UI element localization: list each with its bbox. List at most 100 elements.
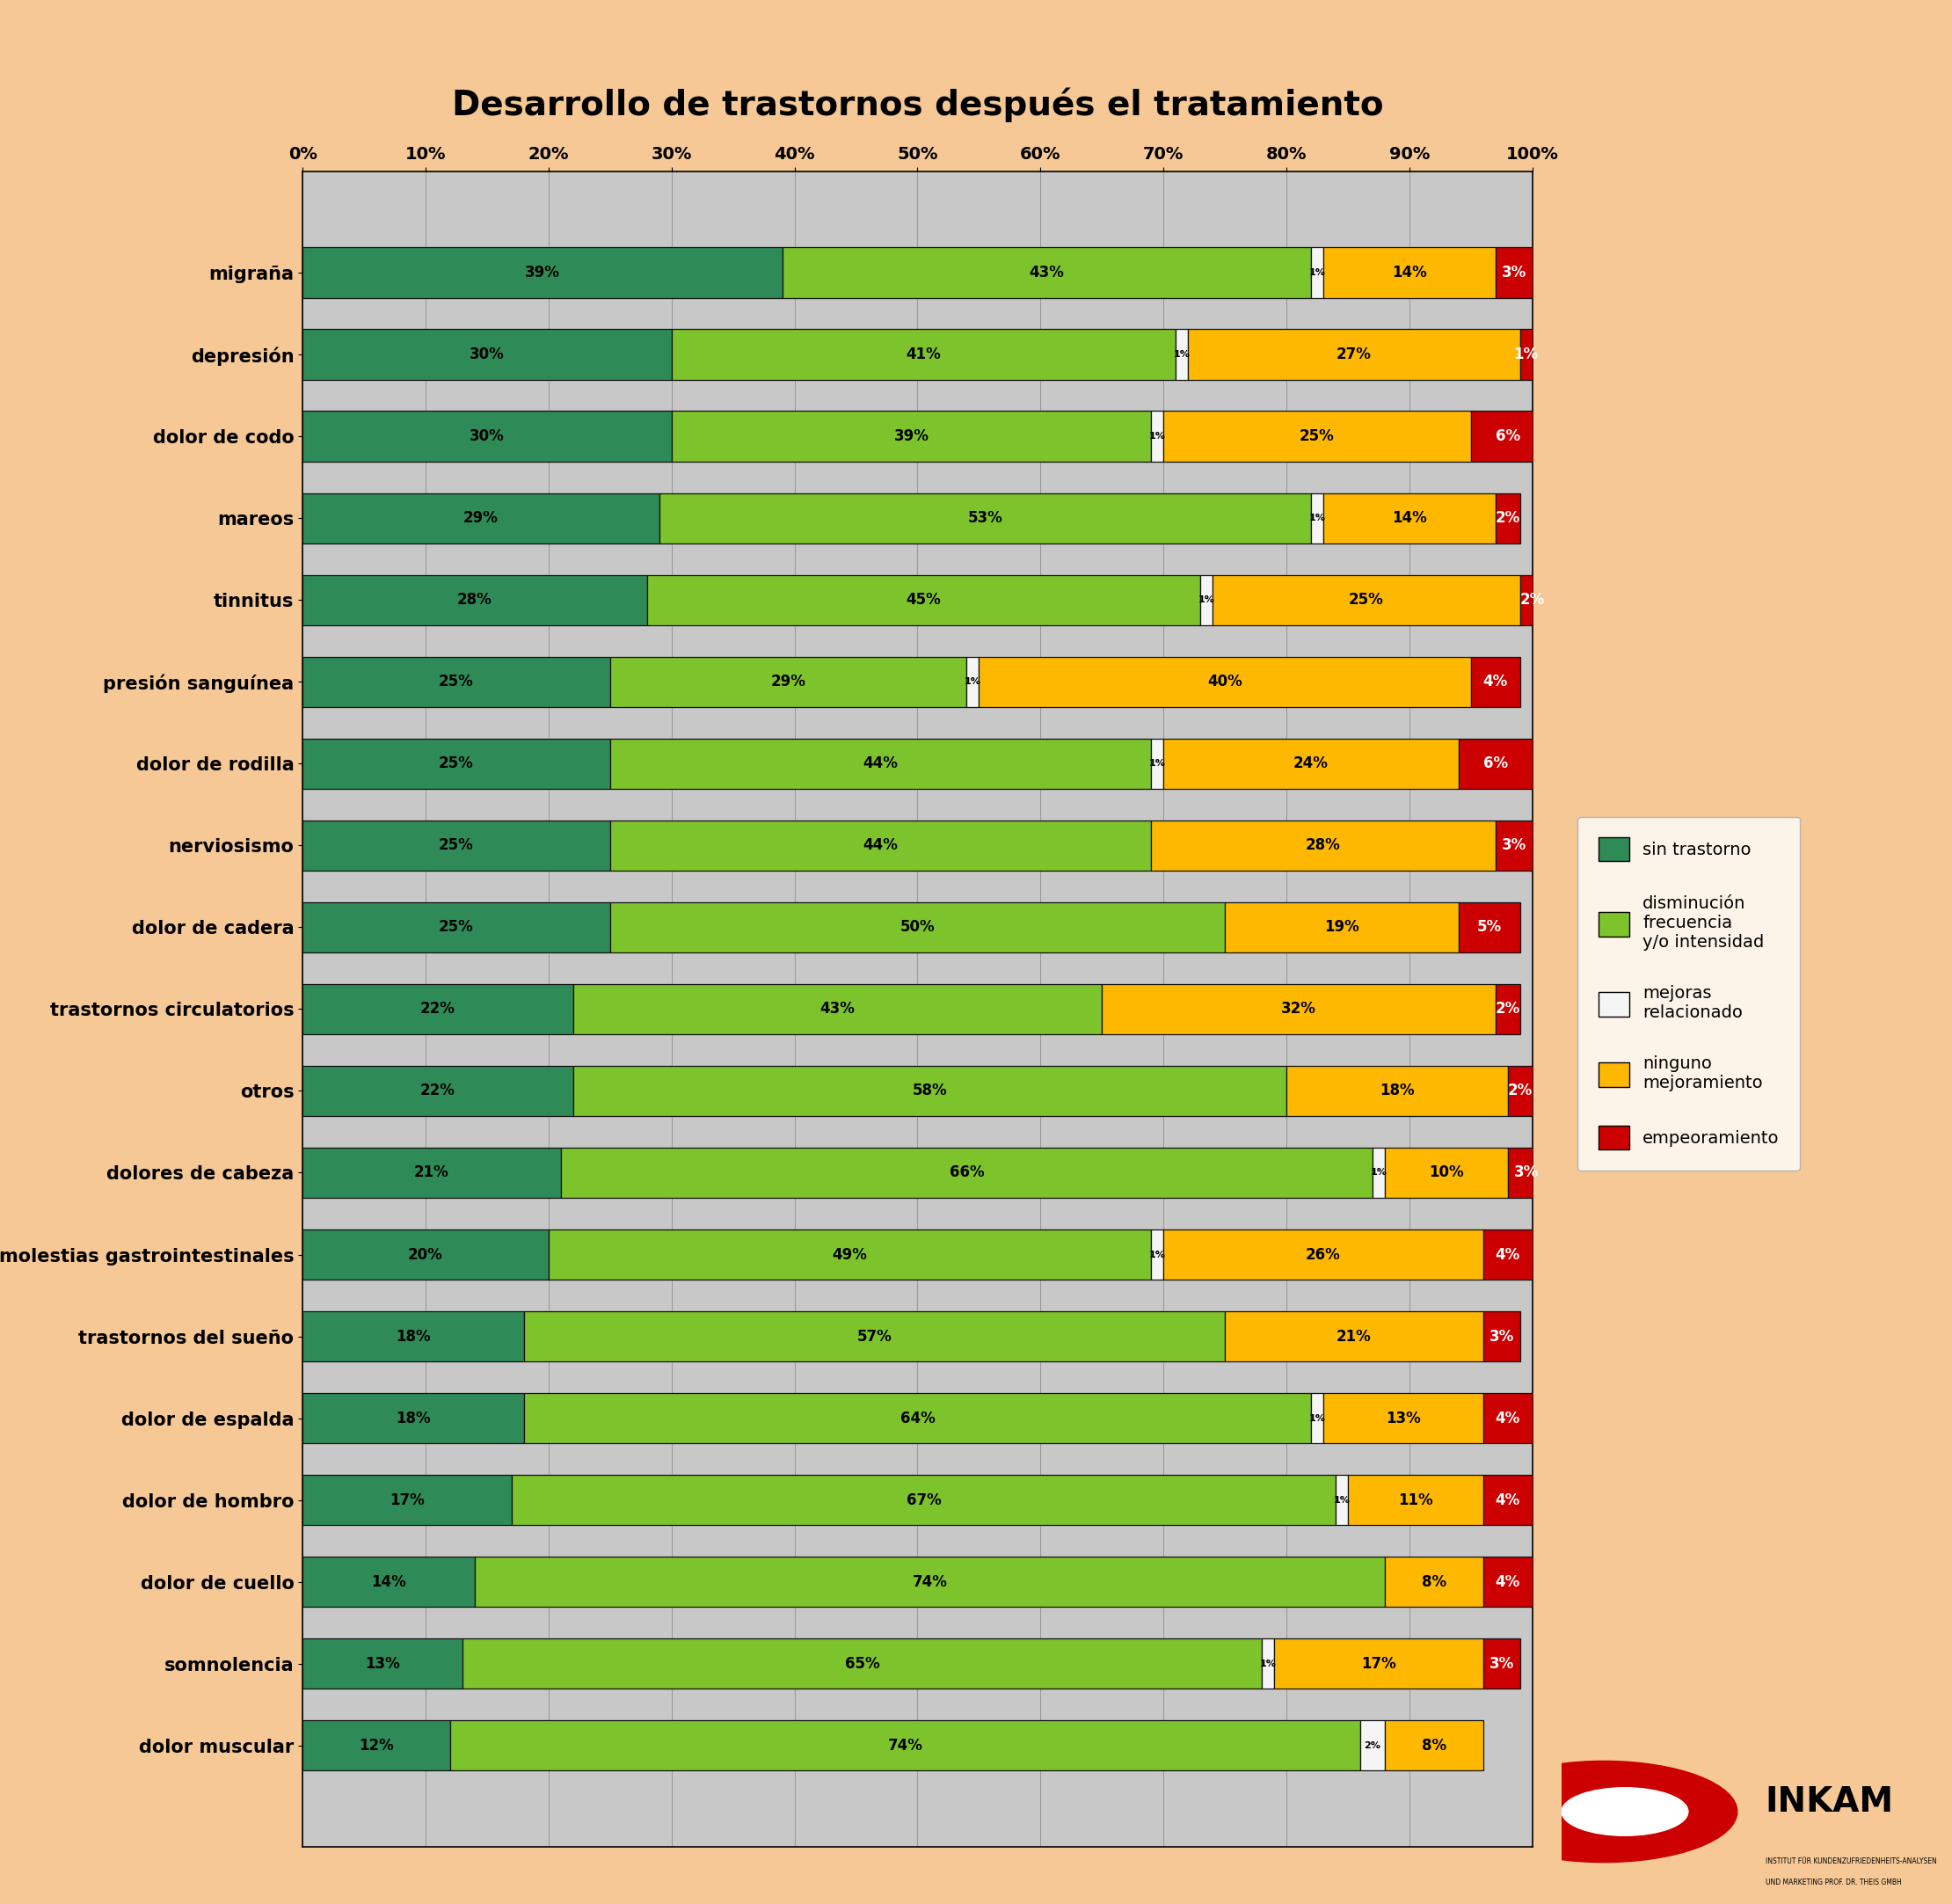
Text: 27%: 27% — [1337, 347, 1372, 362]
Bar — [303, 1066, 574, 1116]
Text: 14%: 14% — [1392, 265, 1427, 280]
Bar — [1372, 1148, 1384, 1198]
Bar — [1384, 1556, 1484, 1607]
Text: 3%: 3% — [1501, 265, 1526, 280]
Bar — [1458, 902, 1521, 952]
Text: 32%: 32% — [1281, 1002, 1316, 1017]
Bar — [303, 1474, 511, 1525]
Bar — [1507, 1148, 1544, 1198]
Bar — [511, 1474, 1335, 1525]
Text: 29%: 29% — [771, 674, 806, 689]
Text: 1%: 1% — [1150, 760, 1165, 767]
Text: 18%: 18% — [396, 1329, 431, 1344]
Text: 2%: 2% — [1495, 1002, 1521, 1017]
Text: 40%: 40% — [1208, 674, 1241, 689]
Bar — [303, 1312, 523, 1361]
Bar — [609, 739, 1152, 788]
Bar — [1152, 821, 1495, 870]
Bar — [1224, 1312, 1484, 1361]
Bar — [549, 1230, 1152, 1279]
Text: 66%: 66% — [949, 1165, 984, 1180]
Bar — [463, 1637, 1261, 1689]
Bar — [1484, 1230, 1532, 1279]
Text: 4%: 4% — [1495, 1575, 1521, 1590]
Bar — [1507, 1066, 1532, 1116]
Bar — [1521, 329, 1532, 381]
Bar — [303, 248, 783, 299]
Circle shape — [1562, 1788, 1688, 1835]
Bar — [574, 1066, 1286, 1116]
Bar — [1495, 821, 1532, 870]
Text: 13%: 13% — [1386, 1411, 1421, 1426]
Text: 14%: 14% — [1392, 510, 1427, 526]
Bar — [1495, 248, 1532, 299]
Text: 3%: 3% — [1501, 838, 1526, 853]
Bar — [660, 493, 1312, 545]
Bar — [1261, 1637, 1275, 1689]
Text: 21%: 21% — [414, 1165, 449, 1180]
Bar — [671, 411, 1152, 463]
Text: 8%: 8% — [1421, 1738, 1446, 1754]
Bar — [1484, 1474, 1532, 1525]
Text: 1%: 1% — [1259, 1658, 1277, 1668]
Bar — [303, 984, 574, 1034]
Bar — [1200, 575, 1212, 625]
Bar — [1495, 984, 1521, 1034]
Text: 25%: 25% — [1349, 592, 1384, 607]
Text: 65%: 65% — [845, 1656, 880, 1672]
Bar — [1484, 1556, 1532, 1607]
Text: 67%: 67% — [906, 1493, 941, 1508]
Text: 30%: 30% — [470, 347, 504, 362]
Bar — [523, 1312, 1224, 1361]
Text: 29%: 29% — [463, 510, 498, 526]
Bar — [560, 1148, 1372, 1198]
Text: 44%: 44% — [863, 756, 898, 771]
Text: 4%: 4% — [1495, 1411, 1521, 1426]
Text: 53%: 53% — [968, 510, 1003, 526]
Bar — [1275, 1637, 1484, 1689]
Bar — [1335, 1474, 1347, 1525]
Bar — [574, 984, 1101, 1034]
Bar — [303, 1394, 523, 1443]
Text: 2%: 2% — [1521, 592, 1544, 607]
Text: 25%: 25% — [439, 756, 474, 771]
Bar — [1521, 575, 1544, 625]
Bar — [303, 1230, 549, 1279]
Text: 58%: 58% — [912, 1083, 947, 1099]
Bar — [1152, 411, 1163, 463]
Text: 1%: 1% — [1308, 268, 1325, 278]
Bar — [1484, 1637, 1521, 1689]
Bar — [1101, 984, 1495, 1034]
Text: 25%: 25% — [439, 838, 474, 853]
Legend: sin trastorno, disminución
frecuencia
y/o intensidad, mejoras
relacionado, ningu: sin trastorno, disminución frecuencia y/… — [1577, 817, 1800, 1171]
Text: 17%: 17% — [1361, 1656, 1396, 1672]
Text: 64%: 64% — [900, 1411, 935, 1426]
Bar — [1175, 329, 1189, 381]
Bar — [609, 657, 966, 706]
Text: 39%: 39% — [525, 265, 560, 280]
Bar — [303, 575, 646, 625]
Bar — [451, 1719, 1361, 1771]
Bar — [1224, 902, 1458, 952]
Text: 41%: 41% — [906, 347, 941, 362]
Text: 19%: 19% — [1323, 920, 1359, 935]
Bar — [1384, 1148, 1507, 1198]
Text: INKAM: INKAM — [1765, 1786, 1893, 1818]
Text: 11%: 11% — [1398, 1493, 1433, 1508]
Bar — [646, 575, 1200, 625]
Bar — [303, 657, 609, 706]
Text: 28%: 28% — [1306, 838, 1341, 853]
Text: 25%: 25% — [439, 920, 474, 935]
Bar — [1163, 1230, 1484, 1279]
Bar — [303, 821, 609, 870]
Text: 1%: 1% — [1199, 596, 1214, 604]
Bar — [1495, 493, 1521, 545]
Text: UND MARKETING PROF. DR. THEIS GMBH: UND MARKETING PROF. DR. THEIS GMBH — [1765, 1879, 1901, 1887]
Text: 6%: 6% — [1495, 428, 1521, 444]
Bar — [1323, 248, 1495, 299]
Bar — [303, 1556, 474, 1607]
Bar — [303, 902, 609, 952]
Text: 25%: 25% — [439, 674, 474, 689]
Text: 14%: 14% — [371, 1575, 406, 1590]
Bar — [609, 902, 1226, 952]
